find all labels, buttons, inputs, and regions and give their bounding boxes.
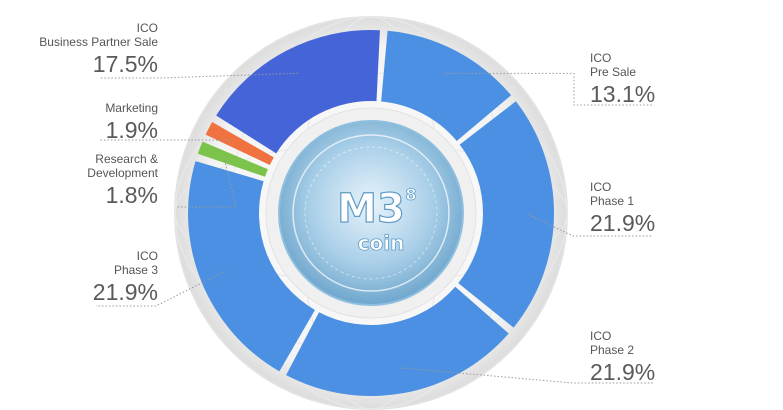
coin-logo-sup: 8 (405, 185, 416, 204)
label-line1: ICO (590, 51, 612, 65)
leader-line-research (176, 156, 237, 208)
donut-slices (187, 29, 554, 396)
label-phase-2: ICO Phase 2 21.9% (590, 329, 656, 385)
label-value: 21.9% (92, 278, 158, 305)
label-phase-1: ICO Phase 1 21.9% (590, 180, 656, 236)
leader-lines (96, 72, 654, 384)
slice-phase-2 (286, 286, 509, 396)
label-line1: ICO (136, 21, 158, 35)
slice-phase-1 (458, 101, 554, 328)
label-value: 13.1% (590, 80, 656, 107)
label-value: 17.5% (92, 50, 158, 77)
label-line1: Research & (95, 152, 158, 166)
label-line1: ICO (590, 180, 612, 194)
coin-word: coin (358, 231, 405, 255)
slice-research (197, 141, 268, 177)
label-line2: Development (87, 165, 158, 180)
slice-phase-3 (187, 161, 315, 372)
label-value: 1.8% (105, 181, 158, 208)
coin-emblem: M3 8 coin (278, 120, 464, 306)
label-value: 1.9% (105, 116, 158, 143)
leader-line-business-partner (100, 72, 299, 79)
label-line2: Business Partner Sale (39, 34, 158, 49)
label-line2: Phase 2 (590, 342, 635, 357)
label-line1: ICO (590, 329, 612, 343)
leader-line-phase-3 (96, 270, 225, 307)
label-value: 21.9% (590, 209, 656, 236)
label-line2: Phase 3 (113, 262, 158, 277)
leader-line-phase-1 (528, 214, 653, 237)
label-business-partner: ICO Business Partner Sale 17.5% (39, 21, 158, 77)
label-marketing: Marketing 1.9% (105, 101, 158, 143)
slice-pre-sale (381, 30, 512, 141)
label-pre-sale: ICO Pre Sale 13.1% (590, 51, 656, 107)
label-line1: ICO (136, 249, 158, 263)
slice-business-partner (216, 29, 380, 154)
label-research: Research & Development 1.8% (87, 152, 158, 208)
label-line2: Phase 1 (590, 193, 635, 208)
slice-marketing (205, 122, 274, 166)
coin-logo: M3 (337, 186, 405, 232)
label-value: 21.9% (590, 358, 656, 385)
label-line1: Marketing (105, 101, 158, 115)
label-phase-3: ICO Phase 3 21.9% (92, 249, 158, 305)
label-line2: Pre Sale (590, 64, 637, 79)
